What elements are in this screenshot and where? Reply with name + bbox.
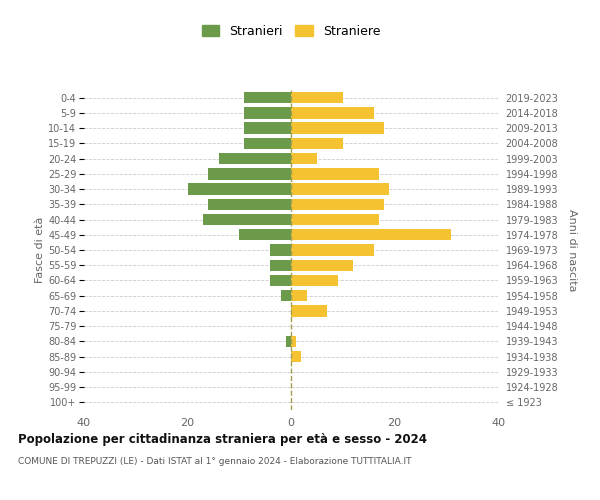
Bar [291,184,389,195]
Bar [291,305,327,316]
Bar [291,351,301,362]
Bar [244,138,291,149]
Bar [291,92,343,104]
Bar [291,107,374,118]
Bar [291,260,353,271]
Bar [271,275,291,286]
Text: Popolazione per cittadinanza straniera per età e sesso - 2024: Popolazione per cittadinanza straniera p… [18,432,427,446]
Bar [239,229,291,240]
Bar [281,290,291,302]
Bar [244,107,291,118]
Bar [291,244,374,256]
Bar [291,229,451,240]
Bar [244,92,291,104]
Legend: Stranieri, Straniere: Stranieri, Straniere [197,20,385,42]
Bar [271,260,291,271]
Bar [291,275,338,286]
Bar [291,336,296,347]
Bar [286,336,291,347]
Bar [291,168,379,179]
Bar [291,153,317,164]
Bar [271,244,291,256]
Bar [291,290,307,302]
Bar [187,184,291,195]
Bar [291,122,384,134]
Bar [291,214,379,225]
Bar [218,153,291,164]
Y-axis label: Anni di nascita: Anni di nascita [567,209,577,291]
Y-axis label: Fasce di età: Fasce di età [35,217,45,283]
Text: COMUNE DI TREPUZZI (LE) - Dati ISTAT al 1° gennaio 2024 - Elaborazione TUTTITALI: COMUNE DI TREPUZZI (LE) - Dati ISTAT al … [18,458,412,466]
Bar [291,198,384,210]
Bar [208,198,291,210]
Bar [291,138,343,149]
Bar [203,214,291,225]
Bar [244,122,291,134]
Bar [208,168,291,179]
